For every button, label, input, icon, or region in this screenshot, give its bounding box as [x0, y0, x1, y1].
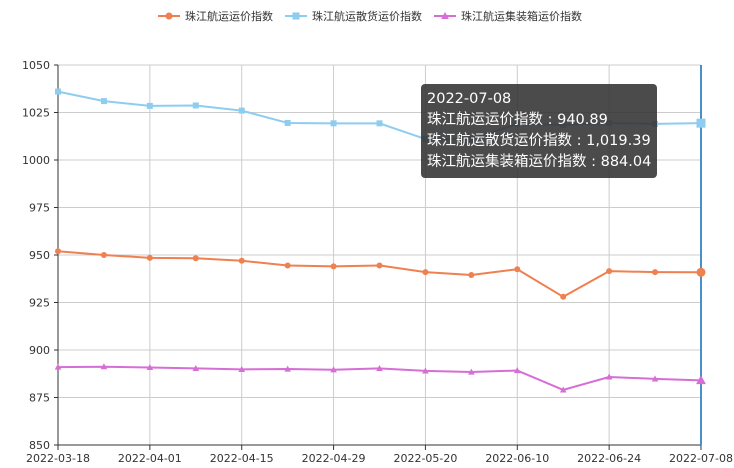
series-2-point [696, 375, 706, 385]
series-0-point [55, 248, 61, 255]
y-tick-label: 925 [29, 297, 50, 310]
series-0-point [560, 293, 567, 300]
series-0-point [330, 263, 337, 270]
series-1-point [284, 119, 291, 126]
series-0-point [652, 269, 659, 276]
series-1-point [376, 120, 383, 127]
x-tick-label: 2022-07-08 [669, 452, 733, 465]
series-0-point [514, 266, 521, 273]
series-2-point [559, 386, 567, 393]
series-1-point [330, 120, 337, 127]
series-line-0 [57, 250, 702, 298]
y-tick-label: 950 [29, 249, 50, 262]
y-tick-label: 850 [29, 439, 50, 452]
series-2-point [192, 365, 200, 371]
series-0-point [376, 262, 383, 269]
tooltip-line-1: 珠江航运散货运价指数 : 1,019.39 [427, 133, 651, 149]
tooltip-title: 2022-07-08 [427, 91, 512, 107]
series-2-point [146, 364, 154, 371]
series-2-point [100, 363, 108, 370]
y-tick-label: 975 [29, 202, 50, 215]
series-2-point [238, 365, 246, 372]
series-2-point [376, 365, 383, 371]
legend-label-0: 珠江航运运价指数 [185, 9, 273, 23]
series-0-point [284, 262, 291, 269]
series-0-point [100, 252, 107, 258]
series-0-point [146, 254, 153, 261]
x-tick-label: 2022-04-29 [302, 452, 366, 465]
series-0-point [192, 255, 199, 262]
tooltip: 2022-07-08 珠江航运运价指数 : 940.89 珠江航运散货运价指数 … [421, 84, 658, 178]
series-0-point [422, 269, 429, 276]
series-2-point [468, 368, 475, 375]
series-0-point [468, 271, 475, 278]
series-1-point [696, 118, 706, 128]
x-tick-label: 2022-04-15 [210, 452, 274, 465]
legend-marker-1 [292, 12, 300, 20]
x-tick-label: 2022-05-20 [393, 452, 457, 465]
series-0-point [696, 267, 706, 277]
y-tick-label: 1025 [22, 107, 50, 120]
series-2-point [422, 367, 429, 374]
series-2-point [513, 367, 521, 374]
series-1-point [238, 107, 245, 114]
series-1-point [100, 98, 107, 105]
legend-label-2: 珠江航运集装箱运价指数 [461, 9, 582, 23]
legend-marker-0 [165, 12, 173, 20]
series-2-point [54, 363, 62, 370]
y-tick-label: 1000 [22, 154, 50, 167]
series-1-point [55, 88, 61, 95]
series-0-point [606, 268, 613, 275]
x-tick-label: 2022-04-01 [118, 452, 182, 465]
series-0-point [238, 257, 245, 264]
tooltip-line-2: 珠江航运集装箱运价指数 : 884.04 [427, 154, 652, 170]
legend-label-1: 珠江航运散货运价指数 [312, 9, 422, 23]
tooltip-line-0: 珠江航运运价指数 : 940.89 [427, 112, 608, 128]
y-tick-label: 1050 [22, 59, 50, 72]
y-tick-label: 900 [29, 344, 50, 357]
legend-marker-2 [441, 12, 449, 19]
series-2-point [605, 373, 613, 380]
x-tick-label: 2022-06-24 [577, 452, 641, 465]
series-2-point [284, 365, 291, 372]
y-tick-label: 875 [29, 392, 50, 405]
series-1-point [146, 102, 153, 109]
series-2-point [330, 366, 337, 373]
x-tick-label: 2022-06-10 [485, 452, 549, 465]
series-2-point [651, 375, 659, 382]
series-1-point [192, 102, 199, 109]
x-tick-label: 2022-03-18 [26, 452, 90, 465]
